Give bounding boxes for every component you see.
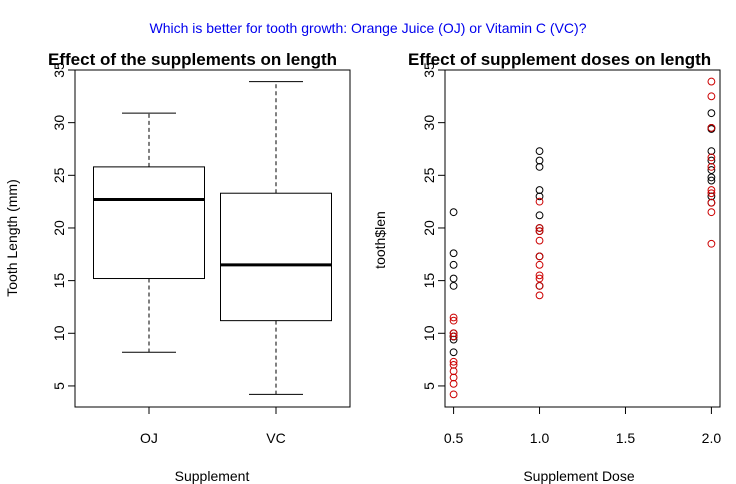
scatter-point-oj: [707, 109, 716, 118]
scatter-point-oj: [535, 186, 544, 194]
scatter-point-oj: [535, 156, 544, 165]
boxplot-y-tick-label: 25: [51, 167, 67, 183]
scatter-series-oj: [449, 109, 716, 357]
boxplot-box-vc: [220, 81, 332, 395]
scatter-point-vc: [707, 124, 716, 132]
scatter-point-vc: [449, 357, 458, 366]
scatter-point-vc: [449, 390, 458, 399]
scatter-point-vc: [535, 227, 544, 236]
iqr-box: [220, 192, 332, 322]
scatter-point-vc: [707, 186, 716, 194]
boxplot-y-tick-label: 35: [51, 62, 67, 78]
boxplot-x-tick-label: OJ: [140, 430, 158, 446]
scatter-point-vc: [535, 224, 544, 232]
scatter-x-axis-label: Supplement Dose: [523, 468, 635, 484]
scatter-point-oj: [707, 173, 716, 182]
scatter-point-oj: [449, 274, 458, 283]
scatter-point-vc: [449, 373, 458, 382]
boxplot-y-tick-label: 5: [51, 382, 67, 390]
scatter-point-oj: [535, 192, 544, 201]
scatter-point-oj: [707, 166, 716, 174]
scatter-point-vc: [535, 281, 544, 290]
scatter-title: Effect of supplement doses on length: [408, 50, 711, 69]
boxplot-box-oj: [93, 112, 205, 353]
boxplot-marks: [93, 81, 332, 395]
boxplot-title: Effect of the supplements on length: [48, 50, 337, 69]
scatter-point-vc: [535, 197, 544, 206]
scatter-point-vc: [449, 367, 458, 376]
scatter-point-vc: [449, 332, 458, 341]
scatter-point-oj: [449, 260, 458, 269]
scatter-y-tick-label: 25: [421, 167, 437, 183]
scatter-point-vc: [707, 92, 716, 101]
scatter-point-vc: [707, 162, 716, 171]
scatter-point-oj: [535, 211, 544, 220]
scatter-point-oj: [535, 162, 544, 171]
scatter-point-vc: [535, 271, 544, 280]
boxplot-x-tick-label: VC: [266, 430, 285, 446]
iqr-box: [93, 166, 205, 280]
scatter-point-vc: [449, 316, 458, 325]
scatter-point-oj: [707, 176, 716, 185]
scatter-point-vc: [535, 252, 544, 261]
scatter-plot-frame: [444, 69, 721, 408]
boxplot-y-axis: 5 10 15 20 25 30 35: [51, 62, 76, 390]
scatter-point-vc: [707, 77, 716, 86]
boxplot-x-axis: OJ VC: [140, 406, 286, 446]
boxplot-y-tick-label: 10: [51, 325, 67, 341]
scatter-point-vc: [449, 329, 458, 338]
scatter-y-tick-label: 30: [421, 115, 437, 131]
scatter-y-tick-label: 35: [421, 62, 437, 78]
scatter-point-vc: [707, 153, 716, 162]
scatter-point-vc: [707, 198, 716, 207]
scatter-x-tick-label: 2.0: [702, 430, 722, 446]
scatter-x-tick-label: 1.5: [616, 430, 636, 446]
scatter-point-oj: [707, 147, 716, 155]
scatter-point-oj: [449, 348, 458, 357]
scatter-point-vc: [707, 189, 716, 198]
scatter-point-oj: [535, 147, 544, 155]
boxplot-y-axis-label: Tooth Length (mm): [4, 179, 20, 297]
scatter-y-tick-label: 20: [421, 220, 437, 236]
scatter-point-oj: [449, 281, 458, 290]
scatter-point-oj: [449, 208, 458, 217]
scatter-point-vc: [449, 313, 458, 322]
boxplot-x-axis-label: Supplement: [175, 468, 250, 484]
scatter-point-vc: [535, 260, 544, 269]
scatter-point-vc: [707, 208, 716, 217]
scatter-y-axis: 5 10 15 20 25 30 35: [421, 62, 446, 390]
scatter-point-vc: [535, 236, 544, 245]
scatter-point-vc: [535, 291, 544, 300]
scatter-y-tick-label: 10: [421, 325, 437, 341]
scatter-point-vc: [449, 379, 458, 388]
boxplot-y-tick-label: 15: [51, 273, 67, 289]
scatter-y-axis-label: tooth$len: [372, 211, 388, 269]
boxplot-y-tick-label: 30: [51, 115, 67, 131]
scatter-point-oj: [449, 249, 458, 258]
scatter-series-vc: [449, 77, 716, 399]
boxplot-y-tick-label: 20: [51, 220, 67, 236]
scatter-x-axis: 0.5 1.0 1.5 2.0: [444, 406, 722, 446]
scatter-x-tick-label: 0.5: [444, 430, 464, 446]
scatter-y-tick-label: 15: [421, 273, 437, 289]
scatter-x-tick-label: 1.0: [530, 430, 550, 446]
scatter-point-vc: [535, 274, 544, 283]
scatter-marks: [449, 77, 716, 399]
boxplot-panel: Effect of the supplements on length 5 10 1…: [4, 50, 351, 484]
figure-suptitle: Which is better for tooth growth: Orange…: [149, 20, 586, 36]
scatter-panel: Effect of supplement doses on length 5 10…: [372, 50, 721, 484]
scatter-point-vc: [707, 239, 716, 248]
scatter-y-tick-label: 5: [421, 382, 437, 390]
